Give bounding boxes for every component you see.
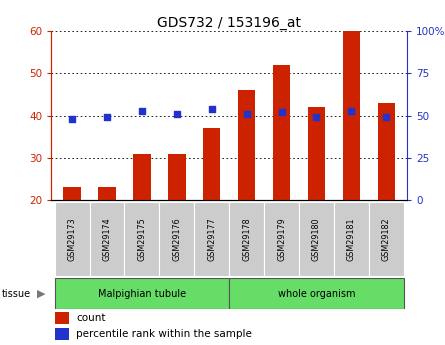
Text: GSM29176: GSM29176 [172,217,181,261]
Text: count: count [76,313,105,323]
Point [383,115,390,120]
Bar [168,154,186,200]
Point [69,116,76,122]
Bar [273,65,290,200]
Bar [229,278,404,309]
Text: GSM29177: GSM29177 [207,217,216,261]
Bar [98,187,116,200]
Bar [238,90,255,200]
Bar [55,328,69,340]
Bar [194,201,229,276]
Text: tissue: tissue [2,289,31,298]
Text: GSM29174: GSM29174 [102,217,112,261]
Text: GSM29178: GSM29178 [242,217,251,261]
Point [138,108,146,113]
Bar [133,154,151,200]
Bar [334,201,369,276]
Point [208,106,215,111]
Bar [55,278,229,309]
Text: GSM29175: GSM29175 [138,217,146,261]
Text: ▶: ▶ [36,289,45,298]
Bar [203,128,220,200]
Bar [229,201,264,276]
Bar [125,201,159,276]
Text: Malpighian tubule: Malpighian tubule [98,289,186,298]
Text: whole organism: whole organism [278,289,355,298]
Text: GSM29179: GSM29179 [277,217,286,261]
Title: GDS732 / 153196_at: GDS732 / 153196_at [157,16,301,30]
Bar [55,201,89,276]
Text: percentile rank within the sample: percentile rank within the sample [76,329,252,339]
Bar [63,187,81,200]
Text: GSM29181: GSM29181 [347,217,356,261]
Point [278,109,285,115]
Bar [264,201,299,276]
Bar [343,31,360,200]
Bar [89,201,125,276]
Point [348,108,355,113]
Bar [55,312,69,324]
Point [103,115,110,120]
Text: GSM29182: GSM29182 [382,217,391,261]
Text: GSM29180: GSM29180 [312,217,321,261]
Bar [377,103,395,200]
Bar [369,201,404,276]
Bar [307,107,325,200]
Bar [299,201,334,276]
Point [173,111,180,117]
Bar [159,201,194,276]
Point [313,115,320,120]
Text: GSM29173: GSM29173 [68,217,77,261]
Point [243,111,250,117]
